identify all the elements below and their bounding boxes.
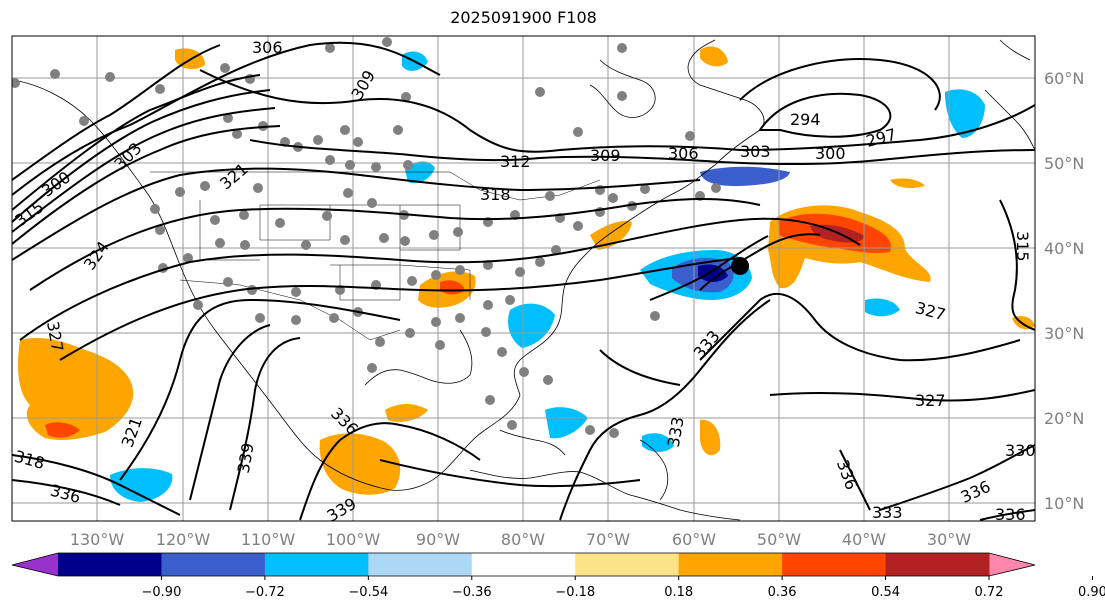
colorbar-tick-label: 0.18 — [664, 585, 693, 600]
height-contours — [12, 41, 1035, 521]
lon-label: 60°W — [672, 530, 716, 549]
colorbar-tick-label: −0.90 — [142, 585, 182, 600]
lon-label: 30°W — [927, 530, 971, 549]
cold-field-se — [508, 303, 555, 348]
cold-field-atl-mid — [865, 298, 900, 317]
contour-label: 300 — [815, 144, 846, 163]
lon-label: 40°W — [842, 530, 886, 549]
cold-field-pacific-s — [110, 468, 173, 502]
warm-field-gulf — [385, 404, 428, 422]
colorbar-segment — [368, 553, 473, 576]
cold-field-ne-atl — [945, 89, 985, 138]
colorbar-tick-label: 0.54 — [871, 585, 900, 600]
lon-label: 100°W — [326, 530, 381, 549]
contour-label: 330 — [1005, 441, 1036, 460]
latitude-labels: 60°N 50°N 40°N 30°N 20°N 10°N — [1044, 69, 1084, 513]
contour-label: 333 — [872, 503, 903, 522]
low-center-marker — [731, 257, 749, 275]
colorbar-segment — [161, 553, 266, 576]
colorbar: −0.90 −0.72 −0.54 −0.36 −0.18 0.18 0.36 0.54 0.7… — [11, 552, 1105, 600]
colorbar-tick-label: −0.54 — [348, 585, 388, 600]
contour-label: 336 — [995, 505, 1026, 524]
colorbar-extend-low — [12, 553, 58, 576]
contour-label: 303 — [740, 142, 771, 161]
cold-field-wgulf — [642, 433, 674, 452]
lon-label: 130°W — [70, 530, 125, 549]
colorbar-tick-label: −0.36 — [452, 585, 492, 600]
warm-field-atl-south — [700, 419, 721, 456]
warm-core-pacific — [45, 422, 80, 438]
colorbar-tick-label: −0.72 — [245, 585, 285, 600]
colorbar-segment — [58, 553, 162, 576]
colorbar-outline — [11, 552, 1036, 577]
lat-label: 50°N — [1044, 154, 1084, 173]
station-dots — [12, 37, 721, 438]
lat-label: 10°N — [1044, 494, 1084, 513]
colorbar-segment — [575, 553, 680, 576]
colorbar-segment — [471, 553, 576, 576]
lat-label: 60°N — [1044, 69, 1084, 88]
lon-label: 50°W — [757, 530, 801, 549]
colorbar-tick-label: 0.36 — [768, 585, 797, 600]
plot-frame — [11, 35, 1036, 522]
lon-label: 110°W — [241, 530, 296, 549]
colorbar-tick-label: −0.18 — [555, 585, 595, 600]
cold-field-caribbean — [545, 407, 588, 439]
colorbar-segment — [264, 553, 369, 576]
colorbar-tick-label: 0.72 — [975, 585, 1004, 600]
lon-label: 80°W — [501, 530, 545, 549]
lon-label: 90°W — [416, 530, 460, 549]
map-title: 2025091900 F108 — [450, 8, 597, 27]
warm-field-northeast — [590, 220, 632, 250]
contour-label: 312 — [500, 152, 531, 171]
contour-label: 315 — [1013, 231, 1032, 262]
warm-field-ne2 — [890, 178, 925, 188]
colorbar-segment — [885, 553, 990, 576]
lon-label: 70°W — [586, 530, 630, 549]
contour-label: 318 — [480, 185, 511, 204]
graticule — [12, 36, 1035, 521]
longitude-labels: 130°W 120°W 110°W 100°W 90°W 80°W 70°W 6… — [70, 530, 971, 549]
warm-field-pacific — [18, 337, 134, 440]
lon-label: 120°W — [156, 530, 211, 549]
lat-label: 30°N — [1044, 324, 1084, 343]
colorbar-extend-high — [989, 553, 1035, 576]
lat-label: 40°N — [1044, 239, 1084, 258]
colorbar-segment — [782, 553, 887, 576]
warm-field-mexico — [319, 433, 401, 495]
contour-label: 306 — [668, 144, 699, 163]
contour-label: 309 — [590, 146, 621, 165]
contour-label: 327 — [915, 391, 946, 410]
warm-field-ne-atl — [700, 46, 728, 67]
cold-field-canada — [700, 166, 790, 186]
borders — [150, 171, 601, 341]
cold-core-atlantic-dark — [698, 264, 728, 282]
contour-label: 306 — [252, 38, 283, 57]
colorbar-tick-label: 0.90 — [1078, 585, 1105, 600]
contour-label: 294 — [790, 110, 821, 129]
colorbar-segment — [678, 553, 783, 576]
lat-label: 20°N — [1044, 409, 1084, 428]
